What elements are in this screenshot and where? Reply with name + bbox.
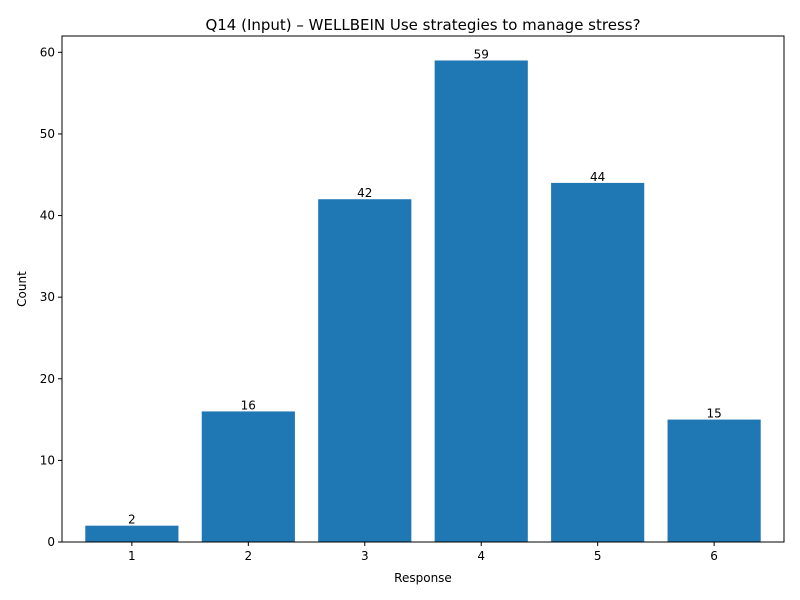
y-axis-label: Count <box>15 271 29 307</box>
plot-frame <box>61 35 785 543</box>
data-label-3: 42 <box>357 186 372 200</box>
bars-group <box>85 60 761 543</box>
x-tick-label-6: 6 <box>710 549 718 563</box>
bar-4 <box>434 60 528 542</box>
data-label-5: 44 <box>590 170 605 184</box>
bar-6 <box>667 419 761 542</box>
x-tick-label-5: 5 <box>594 549 602 563</box>
x-axis: 1 2 3 4 5 6 <box>128 542 718 563</box>
x-tick-label-4: 4 <box>477 549 485 563</box>
data-label-1: 2 <box>128 513 136 527</box>
x-tick-label-3: 3 <box>361 549 369 563</box>
bar-3 <box>318 199 412 543</box>
y-axis: 0 10 20 30 40 50 60 <box>40 45 62 549</box>
bar-2 <box>201 411 295 542</box>
data-label-4: 59 <box>474 47 489 61</box>
y-tick-label-10: 10 <box>40 453 55 467</box>
y-tick-label-40: 40 <box>40 209 55 223</box>
data-label-6: 15 <box>706 407 721 421</box>
x-tick-label-1: 1 <box>128 549 136 563</box>
x-axis-label: Response <box>394 571 452 585</box>
y-tick-label-50: 50 <box>40 127 55 141</box>
bar-1 <box>85 525 179 542</box>
y-tick-label-30: 30 <box>40 290 55 304</box>
y-tick-label-60: 60 <box>40 45 55 59</box>
bar-5 <box>551 182 645 542</box>
chart-title: Q14 (Input) – WELLBEIN Use strategies to… <box>205 16 640 34</box>
x-tick-label-2: 2 <box>244 549 252 563</box>
data-label-2: 16 <box>241 398 256 412</box>
y-tick-label-0: 0 <box>47 535 55 549</box>
data-labels-group: 2 16 42 59 44 15 <box>128 47 722 526</box>
y-tick-label-20: 20 <box>40 372 55 386</box>
